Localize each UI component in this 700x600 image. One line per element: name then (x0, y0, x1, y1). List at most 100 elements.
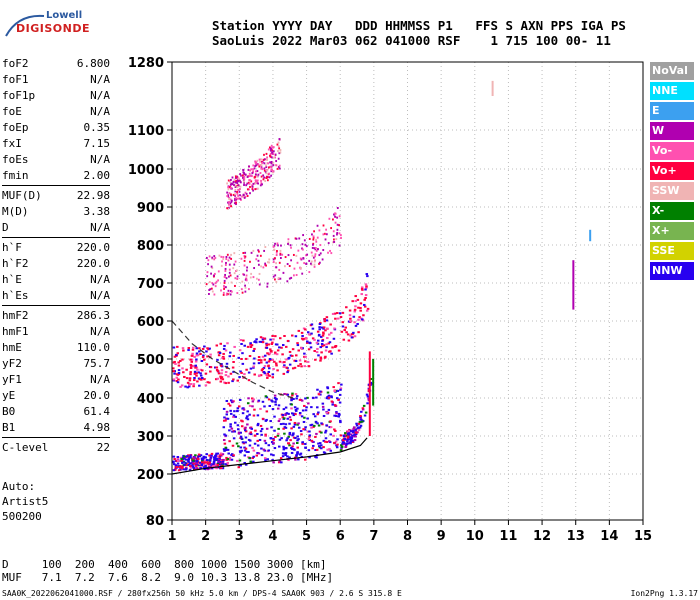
echo-point (249, 460, 252, 463)
echo-point (244, 284, 246, 287)
echo-point (244, 278, 247, 281)
echo-point (268, 258, 271, 261)
echo-point (340, 445, 344, 448)
echo-point (226, 191, 229, 194)
echo-point (259, 359, 263, 362)
echo-point (279, 256, 282, 259)
param-name: fxI (2, 137, 22, 150)
echo-point (264, 246, 267, 249)
echo-point (172, 469, 176, 472)
echo-point (243, 173, 246, 176)
param-value: 75.7 (83, 357, 111, 370)
echo-point (223, 442, 227, 445)
echo-point (212, 283, 215, 286)
y-tick-label: 300 (137, 430, 164, 445)
echo-point (346, 435, 350, 438)
echo-point (322, 224, 325, 227)
echo-point (279, 423, 283, 426)
echo-point (313, 263, 316, 266)
echo-point (214, 456, 217, 459)
echo-point (198, 384, 201, 387)
echo-point (343, 437, 347, 440)
param-name: foF2 (2, 57, 29, 70)
echo-point (285, 439, 288, 442)
echo-point (189, 373, 192, 376)
echo-point (291, 354, 294, 357)
echo-point (361, 407, 365, 410)
echo-point (195, 352, 199, 355)
echo-point (317, 424, 321, 427)
echo-point (172, 370, 175, 373)
param-row: foEp 0.35 (2, 120, 110, 136)
echo-point (256, 451, 259, 454)
echo-point (274, 435, 277, 438)
echo-point (313, 338, 316, 341)
echo-point (304, 336, 308, 339)
echo-point (359, 424, 363, 427)
echo-point (260, 158, 262, 161)
echo-point (263, 457, 267, 460)
echo-point (229, 372, 233, 375)
param-row: foF1 N/A (2, 72, 110, 88)
echo-point (251, 397, 254, 400)
echo-point (313, 415, 317, 418)
echo-point (302, 257, 305, 260)
echo-point (277, 157, 280, 160)
echo-point (260, 361, 263, 364)
echo-point (222, 357, 226, 360)
param-row: foE N/A (2, 104, 110, 120)
echo-point (276, 242, 279, 245)
echo-point (224, 419, 227, 422)
echo-point (282, 445, 285, 448)
echo-point (248, 432, 252, 435)
echo-point (330, 400, 334, 403)
echo-point (244, 441, 247, 444)
echo-point (270, 350, 273, 353)
echo-point (308, 259, 311, 262)
file-info-footer: SAA0K_2022062041000.RSF / 280fx256h 50 k… (2, 589, 698, 598)
echo-point (288, 350, 292, 353)
echo-point (263, 176, 266, 179)
param-row: D N/A (2, 220, 110, 236)
echo-point (291, 348, 295, 351)
echo-point (321, 334, 325, 337)
echo-point (263, 153, 265, 156)
echo-point (294, 335, 298, 338)
echo-point (296, 446, 299, 449)
echo-point (290, 407, 293, 410)
echo-point (278, 418, 282, 421)
echo-point (360, 286, 364, 289)
echo-point (340, 237, 342, 240)
echo-point (195, 358, 198, 361)
echo-point (289, 244, 292, 247)
echo-point (334, 440, 338, 443)
param-value: 61.4 (83, 405, 111, 418)
echo-point (249, 433, 253, 436)
echo-point (229, 183, 232, 186)
echo-point (264, 434, 267, 437)
y-tick-label: 600 (137, 315, 164, 330)
echo-point (226, 417, 230, 420)
echo-point (203, 461, 207, 464)
echo-point (184, 464, 188, 467)
echo-point (209, 288, 212, 291)
echo-point (173, 355, 177, 358)
echo-point (251, 405, 254, 408)
echo-point (250, 180, 253, 183)
echo-point (251, 457, 254, 460)
echo-point (256, 179, 259, 182)
echo-point (249, 179, 252, 182)
echo-point (316, 236, 319, 239)
echo-point (345, 306, 348, 309)
echo-point (292, 442, 295, 445)
echo-point (288, 444, 291, 447)
echo-point (272, 164, 275, 167)
echo-point (232, 360, 235, 363)
echo-point (230, 257, 233, 260)
echo-point (249, 342, 252, 345)
echo-point (198, 462, 202, 465)
echo-point (351, 431, 355, 434)
echo-point (240, 174, 242, 177)
echo-point (278, 152, 281, 155)
echo-point (300, 337, 304, 340)
